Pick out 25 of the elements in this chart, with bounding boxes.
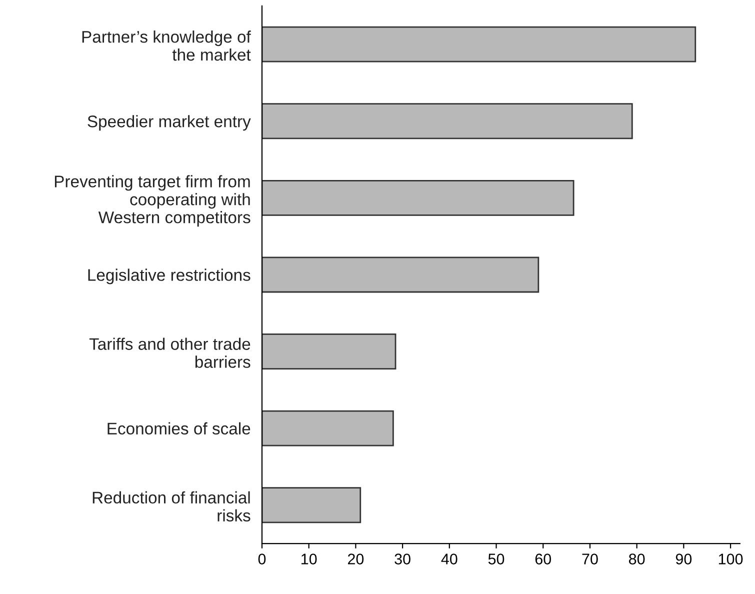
- bar: [262, 334, 396, 370]
- bar: [262, 410, 394, 446]
- y-tick-label: Speedier market entry: [88, 115, 251, 131]
- x-tick-label: 0: [258, 554, 266, 564]
- bar: [262, 180, 574, 216]
- x-tick-label: 70: [582, 554, 598, 564]
- x-tick-label: 20: [348, 554, 364, 564]
- bar: [262, 256, 540, 293]
- bar: [262, 26, 696, 62]
- x-tick-label: 90: [676, 554, 692, 564]
- x-tick-label: 100: [718, 554, 743, 564]
- x-tick-label: 80: [628, 554, 645, 564]
- bar: [262, 487, 362, 524]
- bar: [262, 103, 633, 140]
- x-tick-label: 60: [535, 554, 552, 564]
- y-tick-label: Reduction of financial risks: [92, 491, 250, 522]
- y-tick-label: Partner’s knowledge of the market: [82, 30, 251, 61]
- y-tick-label: Economies of scale: [108, 422, 250, 435]
- x-tick-label: 10: [302, 554, 317, 564]
- x-tick-label: 40: [441, 554, 458, 564]
- y-tick-label: Legislative restrictions: [88, 268, 250, 284]
- x-tick-label: 30: [394, 554, 410, 564]
- y-tick-label: Preventing target firm from cooperating with Western competitors: [54, 175, 250, 227]
- y-tick-label: Tariffs and other trade barriers: [89, 338, 250, 368]
- x-tick-label: 50: [488, 554, 504, 564]
